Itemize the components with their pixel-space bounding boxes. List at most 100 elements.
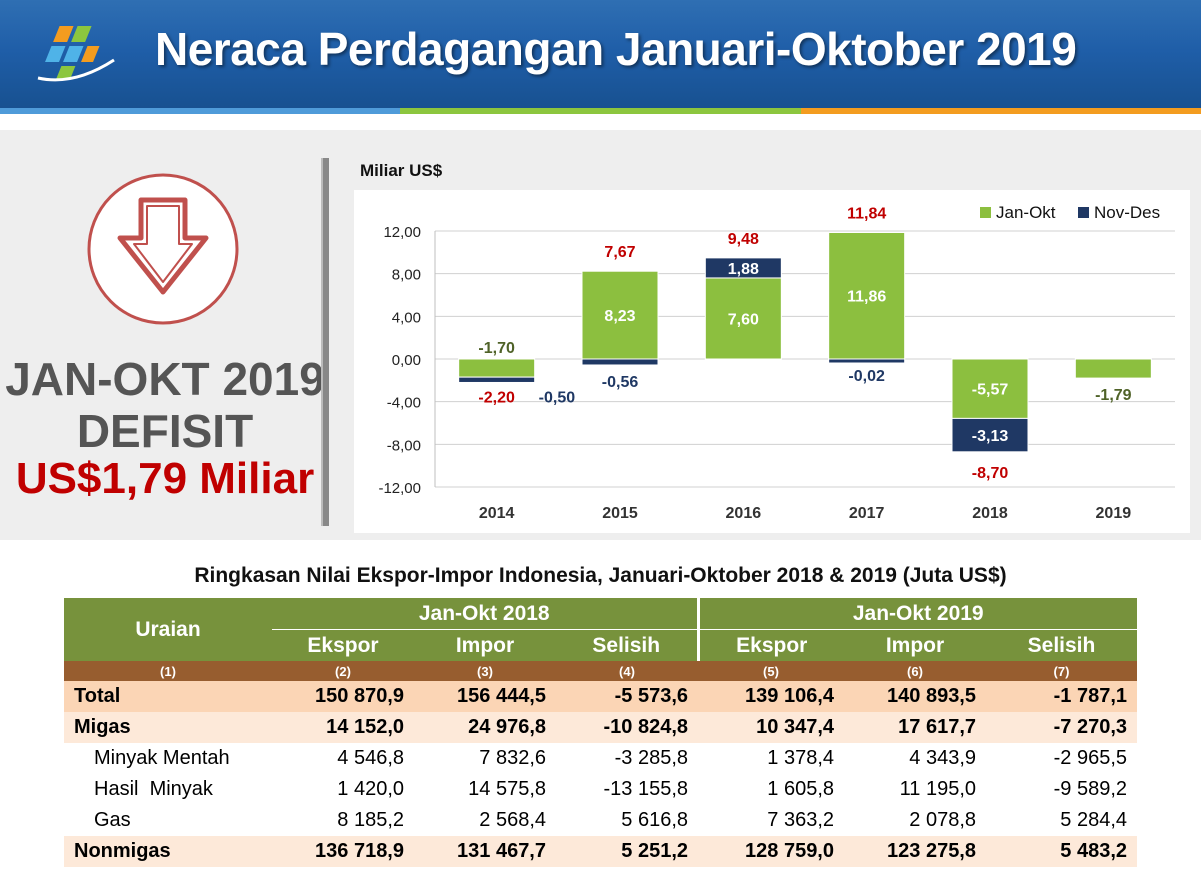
summary-period: JAN-OKT 2019: [5, 353, 325, 405]
row-label: Hasil Minyak: [64, 774, 272, 805]
table-row: Nonmigas 136 718,9 131 467,7 5 251,2 128…: [64, 836, 1137, 867]
data-label-nov-des: -0,56: [602, 374, 639, 391]
table-cell: -9 589,2: [986, 774, 1137, 805]
data-label-nov-des: -0,50: [539, 389, 576, 406]
y-tick-label: 4,00: [392, 309, 421, 326]
table-cell: 10 347,4: [698, 712, 844, 743]
col-header-impor-2018: Impor: [414, 629, 556, 661]
table-cell: 14 152,0: [272, 712, 414, 743]
table-cell: 4 343,9: [844, 743, 986, 774]
table-cell: 5 251,2: [556, 836, 698, 867]
bar-nov-des: [951, 417, 1029, 453]
table-cell: -10 824,8: [556, 712, 698, 743]
col-header-ekspor-2018: Ekspor: [272, 629, 414, 661]
col-number: (3): [414, 661, 556, 681]
trade-balance-chart: Miliar US$ 12,00 8,00 4,00 0,00 -4,00 -8,00 -1…: [360, 161, 1175, 522]
x-tick-label: 2018: [972, 505, 1008, 522]
table-cell: 11 195,0: [844, 774, 986, 805]
y-tick-label: 12,00: [383, 224, 421, 241]
bar-jan-okt: [581, 270, 659, 360]
y-axis-ticks: 12,00 8,00 4,00 0,00 -4,00 -8,00 -12,00: [378, 224, 421, 497]
bar-nov-des: [704, 257, 782, 279]
row-label: Minyak Mentah: [64, 743, 272, 774]
row-label: Gas: [64, 805, 272, 836]
data-label-jan-okt: 11,86: [847, 289, 886, 306]
table-cell: 140 893,5: [844, 681, 986, 712]
table-cell: -1 787,1: [986, 681, 1137, 712]
col-header-uraian: Uraian: [64, 598, 272, 661]
col-header-period-2019: Jan-Okt 2019: [696, 598, 1137, 630]
table-cell: 150 870,9: [272, 681, 414, 712]
row-label: Migas: [64, 712, 272, 743]
table-cell: 131 467,7: [414, 836, 556, 867]
summary-amount: US$1,79 Miliar: [15, 454, 315, 503]
table-cell: 14 575,8: [414, 774, 556, 805]
table-cell: 5 616,8: [556, 805, 698, 836]
table-row: Minyak Mentah 4 546,8 7 832,6 -3 285,8 1…: [64, 743, 1137, 774]
vertical-divider: [321, 158, 329, 526]
col-header-period-2018: Jan-Okt 2018: [272, 598, 698, 630]
table-cell: 136 718,9: [272, 836, 414, 867]
table-row: Gas 8 185,2 2 568,4 5 616,8 7 363,2 2 07…: [64, 805, 1137, 836]
row-label: Nonmigas: [64, 836, 272, 867]
y-tick-label: -8,00: [387, 437, 421, 454]
table-cell: 7 363,2: [698, 805, 844, 836]
col-header-impor-2019: Impor: [844, 629, 986, 661]
data-label-total: 7,67: [604, 244, 635, 261]
bar-jan-okt: [458, 358, 536, 378]
table-cell: 24 976,8: [414, 712, 556, 743]
data-label-total: 9,48: [728, 231, 759, 248]
chart-legend: Jan-Okt Nov-Des: [980, 203, 1160, 222]
col-number: (4): [556, 661, 698, 681]
data-label-total: -8,70: [972, 465, 1009, 482]
table-cell: -13 155,8: [556, 774, 698, 805]
data-label-jan-okt: -5,57: [972, 382, 1009, 399]
col-header-selisih-2018: Selisih: [556, 629, 698, 661]
header-banner: Neraca Perdagangan Januari-Oktober 2019: [0, 0, 1201, 112]
row-label: Total: [64, 681, 272, 712]
table-cell: -5 573,6: [556, 681, 698, 712]
table-cell: 128 759,0: [698, 836, 844, 867]
down-arrow-icon: [87, 173, 239, 325]
y-tick-label: 0,00: [392, 352, 421, 369]
table-cell: 2 078,8: [844, 805, 986, 836]
col-header-selisih-2019: Selisih: [986, 629, 1137, 661]
table-cell: 139 106,4: [698, 681, 844, 712]
bar-nov-des: [458, 376, 536, 383]
data-label-jan-okt: -1,70: [478, 340, 515, 357]
legend-label: Jan-Okt: [996, 203, 1056, 222]
col-number: (2): [272, 661, 414, 681]
x-tick-label: 2017: [849, 505, 885, 522]
legend-swatch: [1078, 207, 1089, 218]
data-label-nov-des: -3,13: [972, 428, 1009, 445]
x-tick-label: 2019: [1096, 505, 1132, 522]
y-axis-label: Miliar US$: [360, 161, 443, 180]
col-number: (5): [698, 661, 844, 681]
table-cell: 5 483,2: [986, 836, 1137, 867]
col-number: (6): [844, 661, 986, 681]
y-tick-label: -12,00: [378, 480, 421, 497]
chart-gridlines: [434, 230, 1175, 488]
table-row: Total 150 870,9 156 444,5 -5 573,6 139 1…: [64, 681, 1137, 712]
data-label-total: 11,84: [847, 205, 886, 222]
page-title: Neraca Perdagangan Januari-Oktober 2019: [155, 23, 1077, 75]
chart-bars: -1,70 -0,50 -2,20 8,23 -0,56 7,67 7,60 1,88 9,48…: [458, 205, 1152, 482]
bar-jan-okt: [1074, 358, 1152, 379]
x-tick-label: 2016: [726, 505, 762, 522]
data-label-nov-des: 1,88: [728, 261, 759, 278]
table-cell: 17 617,7: [844, 712, 986, 743]
col-number: (1): [64, 661, 272, 681]
y-tick-label: 8,00: [392, 267, 421, 284]
table-cell: 1 605,8: [698, 774, 844, 805]
trade-summary-table: Uraian Jan-Okt 2018 Jan-Okt 2019 Ekspor …: [64, 598, 1137, 867]
table-cell: 7 832,6: [414, 743, 556, 774]
bar-nov-des: [581, 358, 659, 366]
table-cell: 2 568,4: [414, 805, 556, 836]
table-cell: 156 444,5: [414, 681, 556, 712]
x-tick-label: 2015: [602, 505, 638, 522]
data-label-jan-okt: -1,79: [1095, 387, 1132, 404]
table-cell: 4 546,8: [272, 743, 414, 774]
col-header-ekspor-2019: Ekspor: [696, 629, 844, 661]
x-axis-ticks: 2014 2015 2016 2017 2018 2019: [479, 505, 1131, 522]
col-number: (7): [986, 661, 1137, 681]
